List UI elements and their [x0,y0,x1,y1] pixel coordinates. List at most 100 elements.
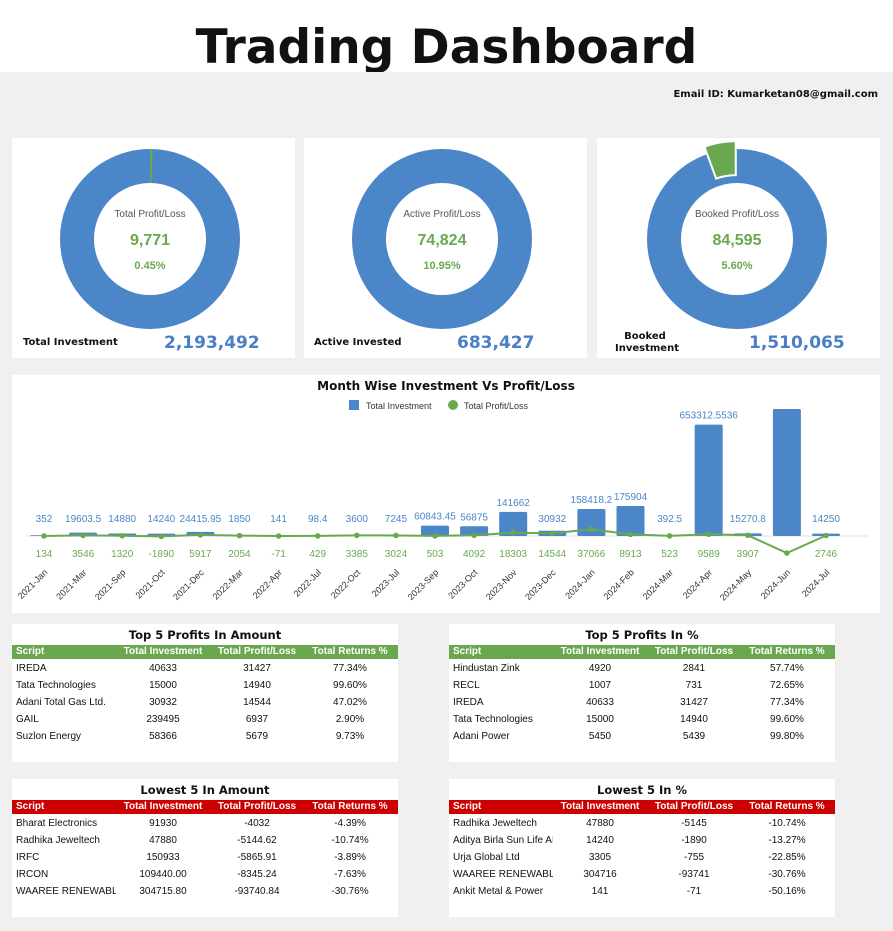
table-title: Lowest 5 In % [597,783,687,797]
x-tick-label: 2021-Mar [54,567,88,601]
table-cell: 304716 [583,869,617,880]
table-row: Suzlon Energy 58366 5679 9.73% [12,730,398,747]
table-row: Bharat Electronics 91930 -4032 -4.39% [12,817,398,834]
table-cell: -50.16% [768,886,806,897]
bar-value-label: 158418.2 [571,495,613,506]
x-tick-label: 2021-Dec [171,567,206,602]
profit-value-label: 1320 [111,549,134,560]
table-panel-2: Lowest 5 In Amount Script Total Investment… [12,779,398,917]
table-cell: -4.39% [334,818,366,829]
column-header: Total Investment [560,801,640,812]
column-header: Total Returns % [312,801,388,812]
legend-swatch-investment [349,400,359,410]
center-percent: 10.95% [423,260,461,272]
bar-value-label: 60843.45 [414,512,456,523]
table-title: Lowest 5 In Amount [140,783,270,797]
table-panel-1: Top 5 Profits In % Script Total Investment… [449,624,835,762]
x-tick-label: 2023-Dec [523,567,558,602]
table-cell: 31427 [243,663,271,674]
table-cell: -30.76% [331,886,369,897]
table-cell: 5450 [588,731,612,742]
table-row: IREDA 40633 31427 77.34% [449,696,835,713]
table-cell: 14940 [243,680,271,691]
table-cell: Bharat Electronics [16,818,98,829]
x-tick-label: 2022-Apr [251,567,284,600]
x-tick-label: 2021-Jan [16,567,50,601]
table-cell: 5439 [682,731,706,742]
bottom-value: 683,427 [457,333,535,353]
bar-value-label: 56875 [460,512,488,523]
profit-point [119,532,125,539]
table-cell: 109440.00 [139,869,187,880]
table-cell: IRCON [16,869,49,880]
table-panel-3: Lowest 5 In % Script Total Investment Total… [449,779,835,917]
table-cell: Adani Total Gas Ltd. [16,697,106,708]
column-header: Total Returns % [749,646,825,657]
column-header: Total Profit/Loss [217,801,297,812]
table-row: IRCON 109440.00 -8345.24 -7.63% [12,868,398,885]
profit-value-label: 14544 [538,549,566,560]
bottom-label: Booked Investment [615,331,679,354]
table-row: RECL 1007 731 72.65% [449,679,835,696]
table-title: Top 5 Profits In % [585,628,699,642]
profit-point [549,530,556,537]
table-cell: -5865.91 [237,852,277,863]
profit-value-label: 429 [309,549,326,560]
profit-value-label: 3546 [72,549,95,560]
bar-value-label: 3600 [346,514,369,525]
profit-value-label: 4092 [463,549,486,560]
profit-value-label: 3024 [385,549,408,560]
x-tick-label: 2024-May [718,567,754,603]
x-tick-label: 2022-Mar [211,567,245,601]
table-cell: IREDA [453,697,484,708]
table-cell: Tata Technologies [16,680,96,691]
table-header: Script Total Investment Total Profit/Loss T… [12,645,398,659]
profit-point [510,529,516,536]
bottom-label: Total Investment [23,337,118,348]
profit-point [197,532,204,538]
x-tick-label: 2024-Mar [641,567,675,601]
table-cell: 99.60% [333,680,367,691]
legend-label-profit: Total Profit/Loss [464,401,529,411]
profit-point [41,533,47,539]
center-percent: 5.60% [721,260,753,272]
table-cell: Urja Global Ltd [453,852,520,863]
profit-value-label: 9589 [698,549,721,560]
profit-point [745,532,751,539]
column-header: Total Returns % [749,801,825,812]
profit-value-label: 18303 [499,549,527,560]
x-tick-label: 2023-Oct [446,567,480,601]
legend-label-investment: Total Investment [366,401,432,411]
table-cell: -22.85% [768,852,806,863]
kpi-active-card: Active Profit/Loss 74,824 10.95% Active … [304,138,587,358]
table-row: Radhika Jeweltech 47880 -5144.62 -10.74% [12,834,398,851]
profit-point [236,532,243,539]
profit-point [666,533,673,539]
center-label: Total Profit/Loss [114,209,186,220]
column-header: Total Investment [123,801,203,812]
table-cell: Ankit Metal & Power [453,886,544,897]
table-cell: -13.27% [768,835,806,846]
table-cell: 3305 [588,852,612,863]
table-cell: 91930 [149,818,177,829]
column-header: Total Returns % [312,646,388,657]
chart-title: Month Wise Investment Vs Profit/Loss [317,379,575,393]
table-cell: IRFC [16,852,40,863]
table-cell: 304715.80 [139,886,187,897]
profit-point [627,531,634,538]
bar-value-label: 14880 [108,514,136,525]
table-cell: -30.76% [768,869,806,880]
table-cell: 40633 [149,663,177,674]
table-row: Urja Global Ltd 3305 -755 -22.85% [449,851,835,868]
profit-point [471,532,477,539]
bar-value-label: 175904 [614,492,648,503]
table-cell: 31427 [680,697,708,708]
bottom-value: 2,193,492 [164,333,260,353]
kpi-booked-donut [647,140,827,329]
x-tick-label: 2022-Oct [329,567,363,601]
table-row: GAIL 239495 6937 2.90% [12,713,398,730]
profit-value-label: 503 [427,549,444,560]
table-cell: -7.63% [334,869,366,880]
table-cell: -8345.24 [237,869,277,880]
column-header: Script [16,801,45,812]
